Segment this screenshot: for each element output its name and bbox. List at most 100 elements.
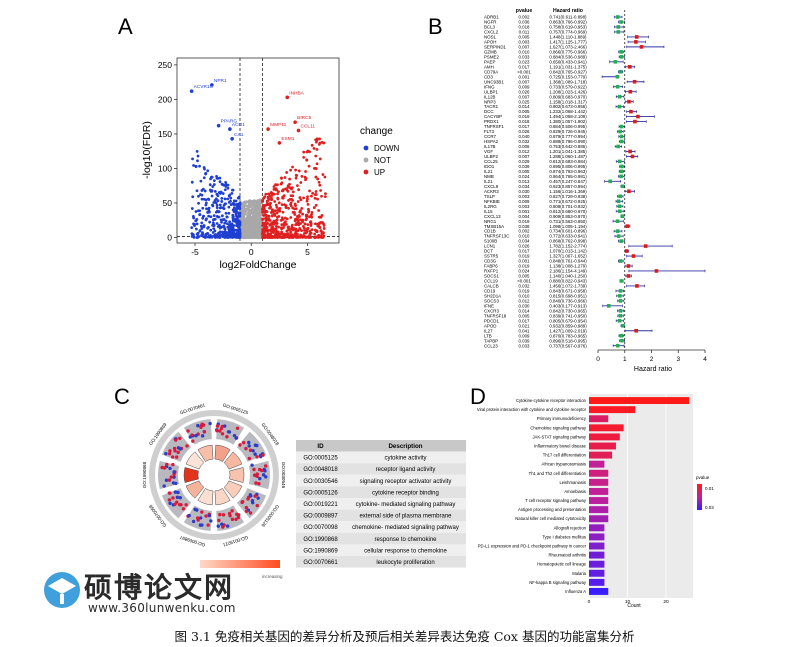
volcano-point-down [214, 210, 218, 214]
volcano-point-up [304, 178, 307, 182]
volcano-point-up [313, 232, 317, 236]
volcano-point-up [289, 168, 293, 172]
kegg-category-label: Th17 cell differentiation [543, 453, 587, 458]
volcano-point-up [322, 141, 326, 145]
volcano-labeled-point [210, 83, 214, 87]
volcano-point-not [252, 232, 255, 236]
table-row [296, 509, 466, 522]
volcano-point-down [223, 188, 227, 192]
forest-hr-text: 0.884(0.536-0.989) [549, 54, 587, 59]
circle-gene-dot [181, 507, 186, 511]
circle-gene-dot [191, 519, 196, 524]
volcano-point-up [284, 187, 287, 191]
kegg-category-label: JAK-STAT signaling pathway [532, 434, 586, 439]
volcano-point-up [281, 210, 285, 214]
volcano-point-up [305, 235, 309, 239]
circle-gene-dot [178, 447, 182, 451]
volcano-point-up [262, 229, 266, 233]
volcano-point-not [245, 209, 248, 213]
volcano-point-down [218, 180, 222, 184]
volcano-point-up [276, 183, 279, 187]
forest-pvalue: 0.021 [519, 323, 531, 328]
volcano-point-up [314, 190, 318, 193]
volcano-point-not [241, 221, 245, 225]
volcano-point-down [190, 207, 194, 210]
forest-hr-marker [634, 40, 638, 44]
circle-gene-dot [177, 502, 182, 507]
forest-pvalue: 0.030 [519, 303, 531, 308]
forest-hr-marker [620, 164, 624, 169]
volcano-point-down [198, 213, 202, 216]
volcano-point-up [306, 202, 310, 206]
forest-header-hr: Hazard ratio [553, 8, 583, 14]
volcano-point-up [269, 223, 272, 226]
volcano-point-up [272, 192, 276, 196]
kegg-category-label: Th1 and Th2 cell differentiation [529, 471, 587, 476]
volcano-point-up [277, 201, 281, 205]
volcano-point-down [213, 233, 217, 237]
volcano-point-not [246, 222, 249, 226]
volcano-point-down [207, 225, 210, 229]
circle-gene-dot [199, 425, 203, 429]
table-row [296, 474, 466, 487]
kegg-x-tick-label: 20 [663, 599, 669, 605]
forest-gene-name: APOD [484, 323, 496, 328]
circle-gene-dot [173, 490, 178, 494]
volcano-point-up [275, 222, 279, 225]
circle-gene-dot [162, 466, 167, 470]
table-cell-id: GO:0005125 [303, 456, 338, 462]
volcano-point-up [291, 194, 295, 198]
circle-gene-dot [230, 509, 234, 513]
forest-hr-marker [619, 333, 624, 338]
kegg-bar [589, 578, 605, 586]
volcano-point-down [225, 215, 229, 219]
forest-hr-text: 0.753(0.642-0.886) [549, 144, 587, 149]
forest-pvalue: 0.007 [519, 154, 531, 159]
volcano-point-down [232, 210, 236, 213]
forest-hr-marker [620, 338, 624, 343]
volcano-point-up [299, 233, 303, 237]
forest-hr-marker [617, 318, 622, 323]
volcano-point-up [285, 217, 289, 221]
volcano-gene-label: CA1 [234, 132, 244, 138]
circle-gene-dot [207, 513, 212, 518]
forest-hr-text: 1.327(1.067-1.652) [549, 254, 587, 259]
forest-hr-marker [625, 224, 630, 228]
volcano-point-up [276, 192, 279, 196]
circle-inner-bar [223, 451, 243, 470]
forest-hr-text: 0.403(0.177-0.913) [549, 303, 587, 308]
volcano-point-up [271, 230, 274, 234]
volcano-point-up [280, 216, 284, 220]
forest-pvalue: 0.007 [519, 94, 531, 99]
forest-hr-text: 0.650(0.433-0.941) [549, 59, 587, 64]
kegg-bar [589, 560, 605, 568]
volcano-point-down [209, 228, 213, 232]
volcano-point-up [286, 189, 290, 193]
forest-hr-marker [616, 30, 621, 34]
volcano-point-up [290, 233, 294, 237]
volcano-point-up [304, 231, 308, 235]
circle-gene-dot [195, 508, 199, 512]
volcano-point-down [215, 174, 218, 178]
volcano-point-down [190, 226, 194, 229]
volcano-point-down [199, 224, 203, 228]
volcano-point-up [321, 173, 325, 176]
volcano-point-up [275, 205, 279, 209]
volcano-point-down [205, 217, 208, 221]
volcano-point-up [298, 196, 302, 199]
volcano-point-down [238, 207, 242, 211]
forest-pvalue: 0.014 [519, 104, 531, 109]
volcano-point-not [247, 216, 250, 220]
volcano-point-up [318, 235, 322, 238]
volcano-labeled-point [293, 120, 297, 124]
volcano-point-not [247, 220, 251, 223]
forest-hr-marker [619, 50, 623, 54]
forest-hr-text: 1.368(1.089-1.718) [549, 79, 587, 84]
forest-hr-text: 0.805(0.679-0.954) [549, 318, 587, 323]
volcano-point-up [316, 177, 320, 181]
forest-gene-name: RXFP1 [484, 269, 499, 274]
forest-pvalue: 0.003 [519, 204, 531, 209]
forest-hr-marker [618, 69, 623, 74]
circle-gene-dot [176, 490, 180, 495]
forest-hr-marker [619, 239, 624, 243]
